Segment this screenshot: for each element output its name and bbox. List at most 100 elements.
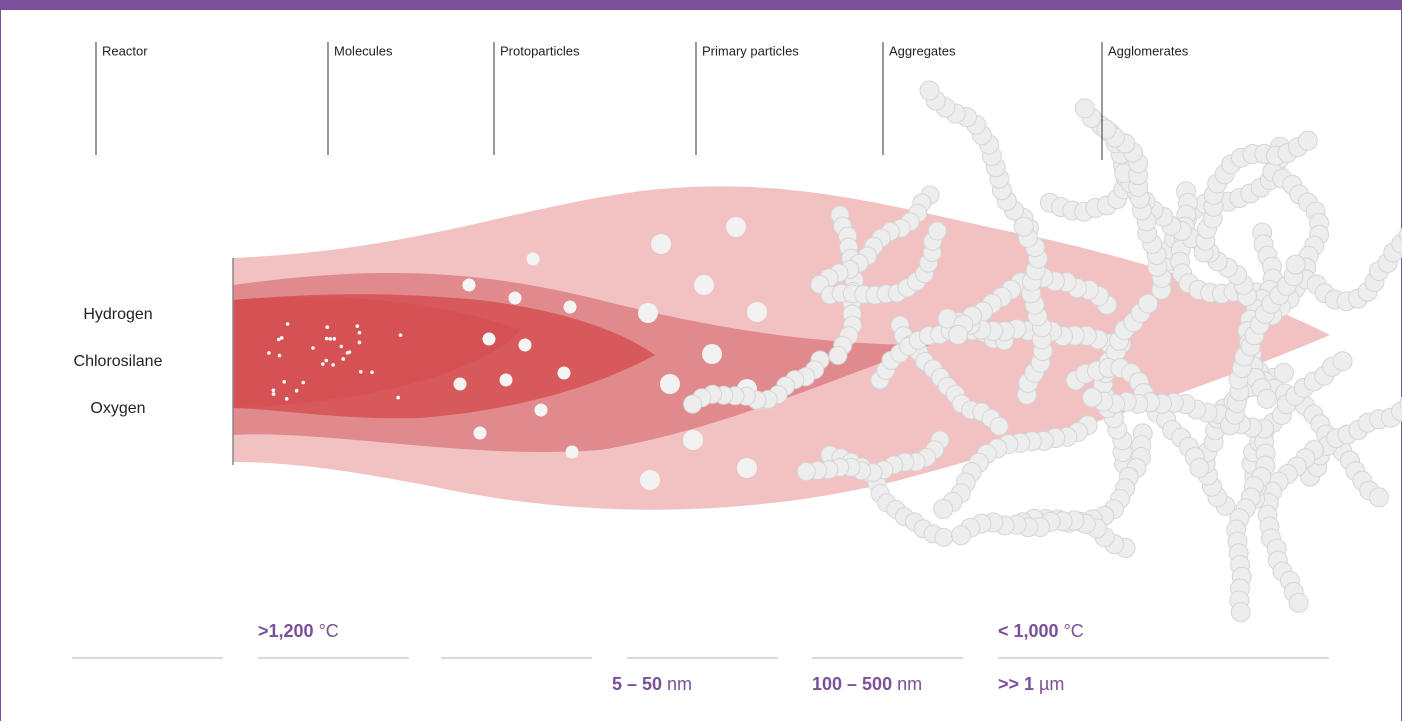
primary-particle [702, 344, 722, 364]
aggregate-particle [828, 345, 848, 365]
particles [267, 80, 1402, 623]
molecule [332, 337, 337, 341]
molecule [328, 337, 333, 341]
agglomerate-particle [1256, 388, 1277, 409]
size: >> 1 µm [998, 674, 1064, 694]
size-unit: nm [897, 674, 922, 694]
agglomerate-particle [1230, 602, 1251, 623]
primary-particle [694, 275, 714, 295]
agglomerate-particle [1082, 387, 1103, 408]
molecule [325, 325, 330, 330]
protoparticle [557, 366, 571, 380]
agglomerate-particle [1189, 458, 1210, 479]
agglomerate-particle [1074, 98, 1095, 119]
primary-particle [651, 234, 671, 254]
primary-particle [747, 302, 767, 322]
size-value: 5 – 50 [612, 674, 662, 694]
molecule [396, 395, 400, 400]
molecule [357, 340, 362, 345]
molecule [267, 351, 271, 355]
stage-label: Molecules [334, 43, 393, 58]
agglomerate-particle [1297, 130, 1318, 151]
primary-particle [737, 458, 757, 478]
molecule [271, 392, 276, 396]
protoparticle [534, 403, 548, 417]
primary-particle [726, 217, 746, 237]
input-label: Chlorosilane [74, 353, 163, 370]
molecule [277, 353, 282, 358]
protoparticle [473, 426, 487, 440]
protoparticle [499, 373, 513, 387]
agglomerate-particle [1096, 119, 1117, 140]
agglomerate-particle [1399, 227, 1402, 242]
agglomerate-particle [933, 498, 954, 519]
agglomerate-particle [1138, 293, 1159, 314]
molecule [294, 388, 299, 393]
molecule [285, 322, 290, 326]
protoparticle [518, 338, 532, 352]
stage-label: Reactor [102, 43, 148, 58]
molecule [331, 363, 335, 367]
size-unit: nm [667, 674, 692, 694]
primary-particle [683, 430, 703, 450]
agglomerate-particle [1013, 216, 1034, 237]
size: 5 – 50 nm [612, 674, 692, 694]
molecule [339, 344, 344, 349]
primary-particle [640, 470, 660, 490]
size-value: >> 1 [998, 674, 1034, 694]
molecule [279, 336, 284, 340]
protoparticle [526, 252, 540, 266]
agglomerate-particle [1332, 351, 1353, 372]
molecule [284, 397, 289, 401]
molecule [355, 324, 360, 328]
temperature-value: >1,200 [258, 621, 314, 641]
agglomerate-particle [1285, 254, 1306, 275]
molecule [324, 358, 329, 363]
protoparticle [453, 377, 467, 391]
molecule [370, 370, 374, 375]
molecule [311, 346, 315, 350]
input-label: Oxygen [90, 400, 145, 417]
size-unit: µm [1039, 674, 1064, 694]
protoparticle [563, 300, 577, 314]
protoparticle [508, 291, 522, 305]
primary-particle [638, 303, 658, 323]
molecule [276, 337, 281, 342]
aggregate-particle [927, 221, 947, 241]
size-value: 100 – 500 [812, 674, 892, 694]
molecule [347, 350, 352, 354]
input-label: Hydrogen [83, 306, 152, 323]
top-bar [0, 0, 1402, 10]
agglomerate-particle [919, 80, 940, 101]
protoparticle [462, 278, 476, 292]
molecule [398, 333, 403, 337]
temperature-value: < 1,000 [998, 621, 1059, 641]
aggregate-particle [989, 416, 1009, 436]
agglomerate-particle [1368, 487, 1389, 508]
molecule [282, 380, 287, 384]
protoparticle [482, 332, 496, 346]
molecule [324, 336, 329, 341]
molecule [301, 380, 306, 385]
agglomerate-particle [1288, 592, 1309, 613]
aggregate-particle [796, 461, 816, 481]
molecule [358, 369, 363, 374]
stage-label: Protoparticles [500, 43, 580, 58]
temperature: < 1,000 °C [998, 621, 1084, 641]
molecule [341, 357, 346, 361]
agglomerate-particle [1273, 362, 1294, 383]
labels: Reactor Molecules Protoparticles Primary pa… [72, 42, 1329, 694]
flame-core [233, 297, 520, 408]
molecule [271, 388, 276, 393]
molecule [357, 330, 362, 335]
stage-label: Primary particles [702, 43, 799, 58]
primary-particle [660, 374, 680, 394]
temperature-unit: °C [1064, 621, 1084, 641]
size: 100 – 500 nm [812, 674, 922, 694]
protoparticle [565, 445, 579, 459]
aggregate-particle [683, 394, 703, 414]
agglomerate-particle [951, 525, 972, 546]
aggregate-particle [934, 527, 954, 547]
